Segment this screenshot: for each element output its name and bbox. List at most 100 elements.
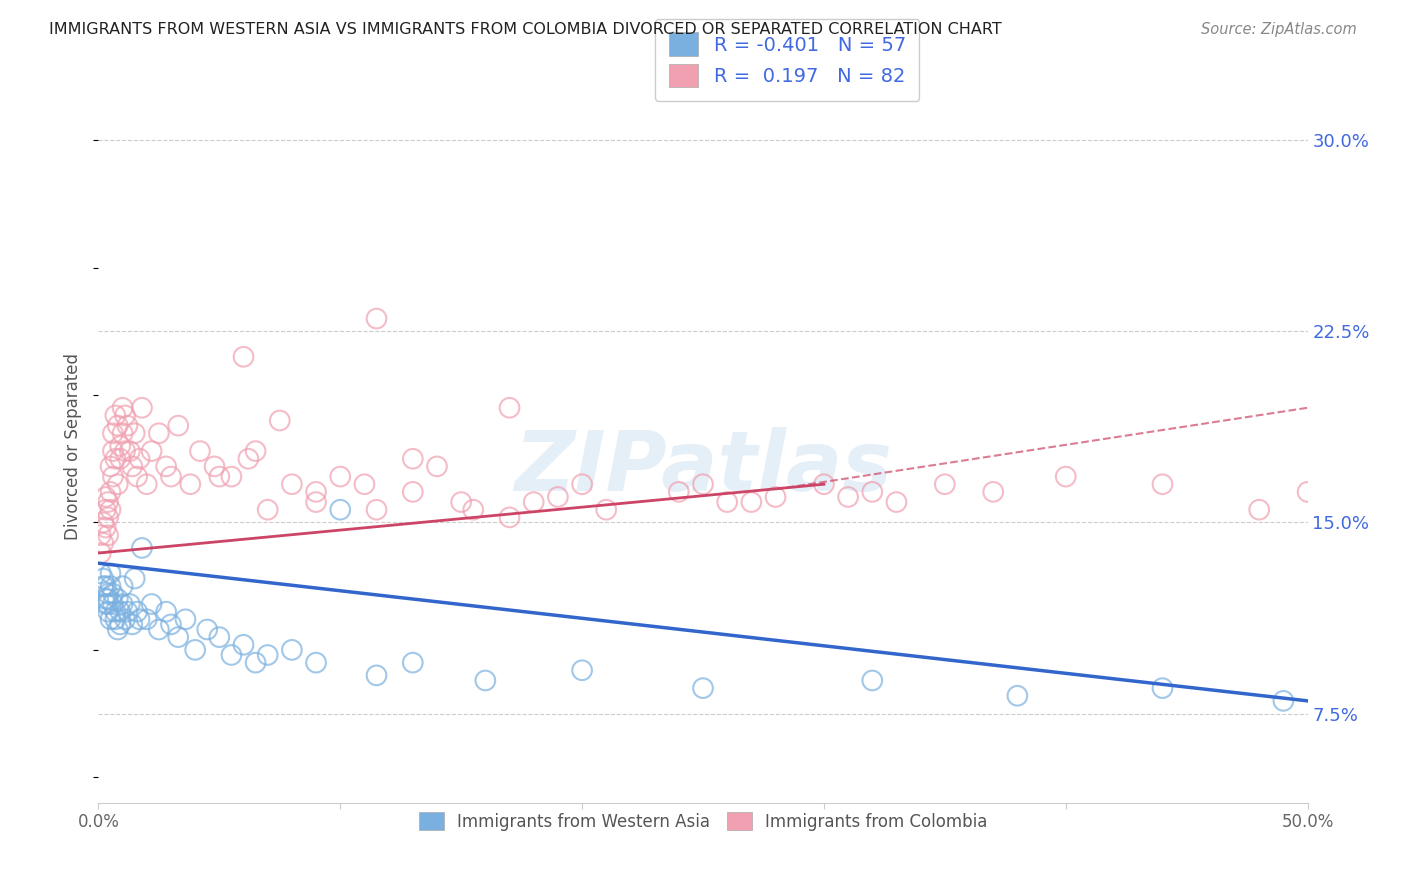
Point [155,459,177,474]
Point [195,623,218,637]
Point [232,350,254,364]
Point [167,630,190,644]
Point [450,495,472,509]
Point [167,418,190,433]
Point [1152,681,1174,695]
Point [474,673,496,688]
Point [208,469,231,483]
Point [121,617,143,632]
Point [1296,484,1319,499]
Point [981,484,1004,499]
Point [692,477,714,491]
Point [402,484,425,499]
Point [107,623,129,637]
Point [886,495,908,509]
Point [101,597,124,611]
Point [1272,694,1295,708]
Point [97,605,120,619]
Point [281,477,304,491]
Point [148,623,170,637]
Point [101,469,124,483]
Point [114,444,136,458]
Text: IMMIGRANTS FROM WESTERN ASIA VS IMMIGRANTS FROM COLOMBIA DIVORCED OR SEPARATED C: IMMIGRANTS FROM WESTERN ASIA VS IMMIGRAN… [49,22,1002,37]
Point [124,426,146,441]
Point [107,591,129,606]
Point [668,484,690,499]
Text: Source: ZipAtlas.com: Source: ZipAtlas.com [1201,22,1357,37]
Y-axis label: Divorced or Separated: Divorced or Separated [65,352,83,540]
Point [104,451,127,466]
Point [692,681,714,695]
Point [101,444,124,458]
Point [498,401,520,415]
Point [107,477,129,491]
Point [426,459,449,474]
Point [402,656,425,670]
Point [245,656,267,670]
Point [91,572,114,586]
Point [131,401,153,415]
Point [160,617,183,632]
Point [148,426,170,441]
Point [90,546,112,560]
Point [571,663,593,677]
Point [329,469,352,483]
Point [716,495,738,509]
Point [94,597,117,611]
Point [128,451,150,466]
Point [104,409,127,423]
Point [111,579,134,593]
Point [100,612,122,626]
Point [934,477,956,491]
Text: ZIPatlas: ZIPatlas [515,427,891,508]
Point [97,510,120,524]
Point [101,587,124,601]
Point [118,444,141,458]
Point [813,477,835,491]
Point [860,484,883,499]
Point [111,426,134,441]
Point [1152,477,1174,491]
Legend: Immigrants from Western Asia, Immigrants from Colombia: Immigrants from Western Asia, Immigrants… [412,805,994,838]
Point [127,605,149,619]
Point [141,444,163,458]
Point [155,605,177,619]
Point [100,579,122,593]
Point [114,612,136,626]
Point [114,409,136,423]
Point [1249,502,1271,516]
Point [256,648,278,662]
Point [463,502,485,516]
Point [101,426,124,441]
Point [90,566,112,581]
Point [108,439,131,453]
Point [94,490,117,504]
Point [124,572,146,586]
Point [94,591,117,606]
Point [366,502,388,516]
Point [837,490,859,504]
Point [498,510,520,524]
Point [595,502,617,516]
Point [107,418,129,433]
Point [1007,689,1029,703]
Point [141,597,163,611]
Point [402,451,425,466]
Point [97,591,120,606]
Point [204,459,226,474]
Point [104,612,127,626]
Point [100,459,122,474]
Point [305,484,328,499]
Point [238,451,260,466]
Point [740,495,762,509]
Point [94,579,117,593]
Point [100,566,122,581]
Point [221,469,243,483]
Point [305,656,328,670]
Point [104,605,127,619]
Point [94,502,117,516]
Point [135,612,157,626]
Point [366,668,388,682]
Point [245,444,267,458]
Point [366,311,388,326]
